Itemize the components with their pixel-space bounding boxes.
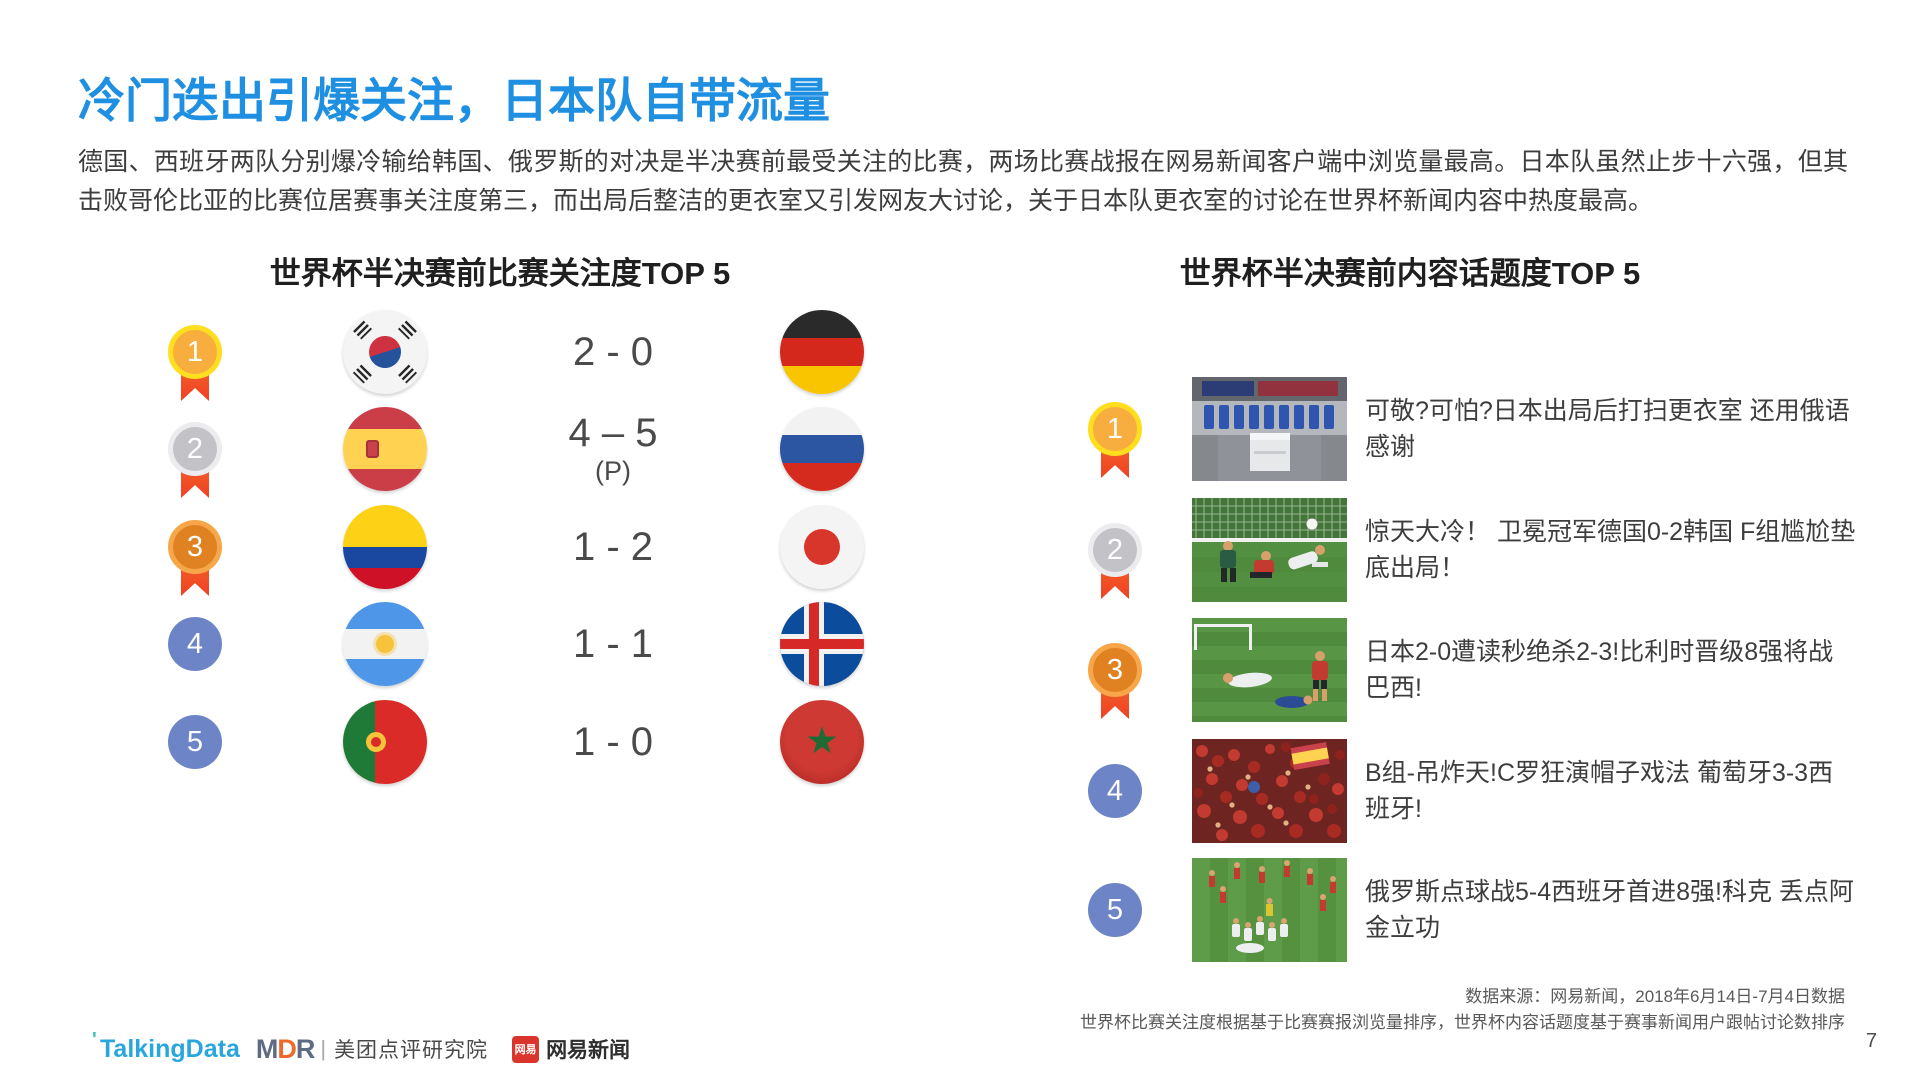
netease-news-logo: 网易新闻: [546, 1039, 631, 1062]
flag-spain-icon: [343, 407, 427, 491]
rank-number: 4: [1088, 764, 1142, 818]
rank-badge-icon: 5: [168, 715, 222, 797]
match-score: 2 - 0: [572, 329, 654, 374]
right-table-header: 世界杯半决赛前内容话题度TOP 5: [1179, 256, 1641, 291]
rank-number: 3: [1088, 643, 1142, 697]
score-note: (P): [595, 456, 631, 486]
rank-badge-icon: 5: [1088, 883, 1142, 965]
gold-medal-icon: 1: [1088, 402, 1142, 484]
talkingdata-mark-icon: ': [92, 1028, 97, 1051]
page-title: 冷门迭出引爆关注，日本队自带流量: [78, 74, 830, 127]
match-score: 1 - 1: [572, 621, 654, 666]
footer-logos: ' TalkingData MDR | 美团点评研究院 网易 网易新闻: [92, 1028, 631, 1066]
bronze-medal-icon: 3: [1088, 643, 1142, 725]
news-row-2: 2: [950, 498, 1870, 602]
netease-app-icon: 网易: [512, 1035, 540, 1063]
news-row-3: 3 日本2-0遭读秒绝杀2-3!比利时晋级8强将战巴西!: [950, 618, 1870, 722]
mdr-logo: MDR: [255, 1033, 315, 1064]
japan-locker-room-photo: [1192, 377, 1347, 481]
rank-badge-icon: 4: [1088, 764, 1142, 846]
talkingdata-logo: ' TalkingData: [92, 1028, 240, 1063]
logo-divider: |: [320, 1036, 327, 1061]
rank-badge-icon: 4: [168, 617, 222, 699]
news-title: 俄罗斯点球战5-4西班牙首进8强!科克 丢点阿金立功: [1365, 878, 1854, 942]
intro-paragraph: 德国、西班牙两队分别爆冷输给韩国、俄罗斯的对决是半决赛前最受关注的比赛，两场比赛…: [78, 148, 1848, 215]
rank-number: 3: [168, 520, 222, 574]
flag-argentina-icon: [343, 602, 427, 686]
left-table-header: 世界杯半决赛前比赛关注度TOP 5: [269, 256, 731, 291]
score-cell: 4 – 5 (P): [513, 400, 713, 498]
match-row-1: 1 2 - 0: [140, 303, 880, 401]
silver-medal-icon: 2: [1088, 523, 1142, 605]
match-row-5: 5 1 - 0: [140, 693, 880, 791]
score-cell: 1 - 1: [513, 595, 713, 693]
match-score: 4 – 5: [568, 411, 658, 455]
news-title: 可敬?可怕?日本出局后打扫更衣室 还用俄语感谢: [1365, 397, 1850, 461]
score-cell: 1 - 2: [513, 498, 713, 596]
germany-korea-goal-photo: [1192, 498, 1347, 602]
russia-spain-penalty-photo: [1192, 858, 1347, 962]
meituan-dianping-institute-logo: 美团点评研究院: [334, 1039, 489, 1062]
source-line-1: 数据来源：网易新闻，2018年6月14日-7月4日数据: [1465, 987, 1845, 1006]
flag-south-korea-icon: [343, 310, 427, 394]
flag-colombia-icon: [343, 505, 427, 589]
flag-japan-icon: [780, 505, 864, 589]
rank-number: 1: [168, 325, 222, 379]
source-line-2: 世界杯比赛关注度根据基于比赛赛报浏览量排序，世界杯内容话题度基于赛事新闻用户跟帖…: [1080, 1013, 1845, 1032]
flag-morocco-icon: [780, 700, 864, 784]
bronze-medal-icon: 3: [168, 520, 222, 602]
gold-medal-icon: 1: [168, 325, 222, 407]
flag-russia-icon: [780, 407, 864, 491]
news-row-4: 4: [950, 739, 1870, 843]
news-title: 惊天大冷！ 卫冕冠军德国0-2韩国 F组尴尬垫底出局！: [1365, 518, 1856, 582]
match-row-4: 4 1 - 1: [140, 595, 880, 693]
match-score: 1 - 0: [572, 719, 654, 764]
news-title: 日本2-0遭读秒绝杀2-3!比利时晋级8强将战巴西!: [1365, 638, 1834, 702]
rank-number: 1: [1088, 402, 1142, 456]
news-row-1: 1 可敬?可怕?日: [950, 377, 1870, 481]
rank-number: 2: [168, 422, 222, 476]
flag-iceland-icon: [780, 602, 864, 686]
rank-number: 5: [168, 715, 222, 769]
portugal-spain-fans-photo: [1192, 739, 1347, 843]
news-title: B组-吊炸天!C罗狂演帽子戏法 葡萄牙3-3西班牙!: [1365, 759, 1834, 823]
flag-germany-icon: [780, 310, 864, 394]
match-score: 1 - 2: [572, 524, 654, 569]
score-cell: 1 - 0: [513, 693, 713, 791]
japan-belgium-match-photo: [1192, 618, 1347, 722]
match-row-3: 3 1 - 2: [140, 498, 880, 596]
rank-number: 5: [1088, 883, 1142, 937]
silver-medal-icon: 2: [168, 422, 222, 504]
score-cell: 2 - 0: [513, 303, 713, 401]
data-source-note: 数据来源：网易新闻，2018年6月14日-7月4日数据 世界杯比赛关注度根据基于…: [1080, 984, 1845, 1036]
news-row-5: 5: [950, 858, 1870, 962]
page-number: 7: [1865, 1030, 1877, 1052]
rank-number: 4: [168, 617, 222, 671]
rank-number: 2: [1088, 523, 1142, 577]
match-row-2: 2 4 – 5 (P): [140, 400, 880, 498]
flag-portugal-icon: [343, 700, 427, 784]
